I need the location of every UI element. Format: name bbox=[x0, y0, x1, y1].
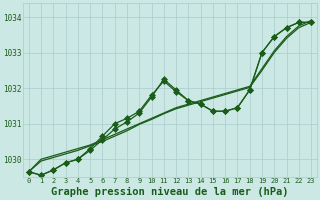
X-axis label: Graphe pression niveau de la mer (hPa): Graphe pression niveau de la mer (hPa) bbox=[51, 187, 289, 197]
